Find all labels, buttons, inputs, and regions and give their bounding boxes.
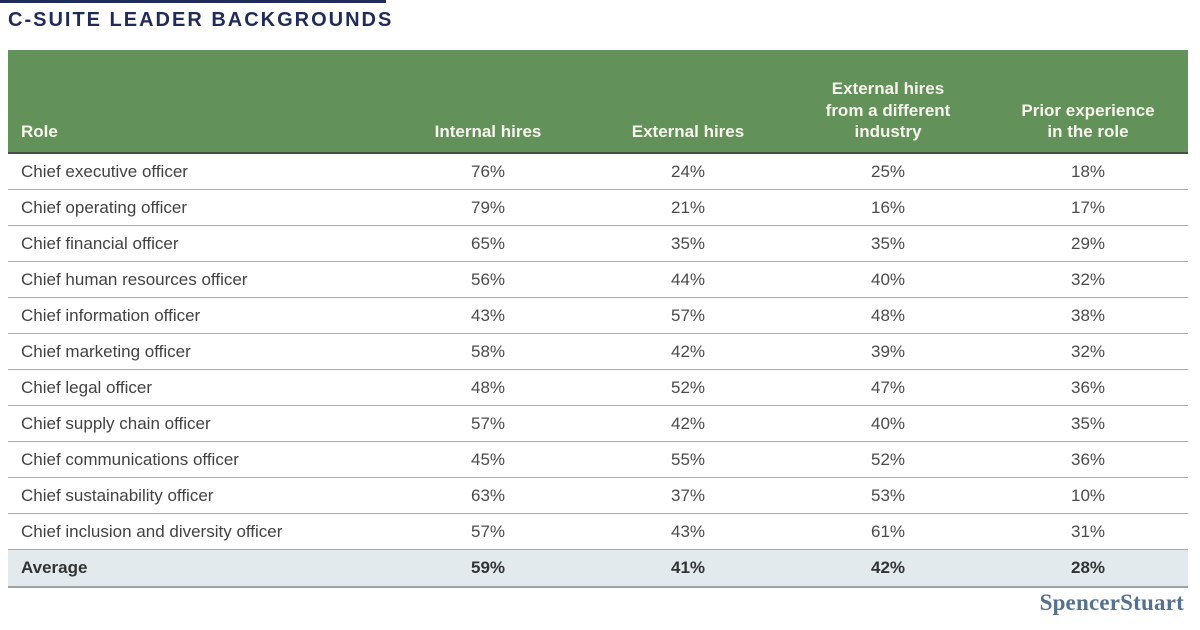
value-cell: 24% xyxy=(588,153,788,190)
value-cell: 42% xyxy=(588,333,788,370)
value-cell: 16% xyxy=(788,189,988,226)
value-cell: 56% xyxy=(388,261,588,298)
value-cell: 17% xyxy=(988,189,1188,226)
value-cell: 32% xyxy=(988,261,1188,298)
table-row: Chief supply chain officer 57% 42% 40% 35% xyxy=(8,405,1188,442)
table-row: Chief financial officer 65% 35% 35% 29% xyxy=(8,225,1188,262)
value-cell: 21% xyxy=(588,189,788,226)
value-cell: 31% xyxy=(988,513,1188,550)
column-header-internal-hires: Internal hires xyxy=(388,50,588,154)
value-cell: 58% xyxy=(388,333,588,370)
role-cell: Chief executive officer xyxy=(8,153,388,190)
column-header-role: Role xyxy=(8,50,388,154)
table-row: Chief operating officer 79% 21% 16% 17% xyxy=(8,189,1188,226)
table-row: Chief executive officer 76% 24% 25% 18% xyxy=(8,153,1188,190)
value-cell: 37% xyxy=(588,477,788,514)
value-cell: 29% xyxy=(988,225,1188,262)
value-cell: 79% xyxy=(388,189,588,226)
role-cell: Chief financial officer xyxy=(8,225,388,262)
role-cell: Chief legal officer xyxy=(8,369,388,406)
value-cell: 35% xyxy=(788,225,988,262)
value-cell: 10% xyxy=(988,477,1188,514)
column-header-label: Internal hires xyxy=(434,121,542,141)
table-row: Chief communications officer 45% 55% 52% 36% xyxy=(8,441,1188,478)
role-cell: Chief inclusion and diversity officer xyxy=(8,513,388,550)
average-label: Average xyxy=(8,549,388,588)
value-cell: 40% xyxy=(788,405,988,442)
value-cell: 52% xyxy=(788,441,988,478)
value-cell: 40% xyxy=(788,261,988,298)
table-header-row: Role Internal hires External hires External… xyxy=(8,50,1188,154)
table-row: Chief inclusion and diversity officer 57%… xyxy=(8,513,1188,550)
column-header-prior-experience-in-the-role: Prior experience in the role xyxy=(988,50,1188,154)
value-cell: 47% xyxy=(788,369,988,406)
value-cell: 61% xyxy=(788,513,988,550)
value-cell: 41% xyxy=(588,549,788,588)
value-cell: 48% xyxy=(388,369,588,406)
value-cell: 32% xyxy=(988,333,1188,370)
page-title: C-SUITE LEADER BACKGROUNDS xyxy=(8,9,394,31)
value-cell: 42% xyxy=(788,549,988,588)
value-cell: 57% xyxy=(588,297,788,334)
value-cell: 76% xyxy=(388,153,588,190)
value-cell: 25% xyxy=(788,153,988,190)
column-header-label: Role xyxy=(21,121,58,141)
column-header-external-hires: External hires xyxy=(588,50,788,154)
column-header-label: External hires xyxy=(631,121,745,141)
value-cell: 35% xyxy=(588,225,788,262)
value-cell: 36% xyxy=(988,369,1188,406)
table-row: Chief sustainability officer 63% 37% 53% 10% xyxy=(8,477,1188,514)
value-cell: 44% xyxy=(588,261,788,298)
column-header-label: Prior experience in the role xyxy=(1021,100,1155,141)
table-header: Role Internal hires External hires External… xyxy=(8,50,1188,154)
value-cell: 57% xyxy=(388,405,588,442)
role-cell: Chief human resources officer xyxy=(8,261,388,298)
value-cell: 55% xyxy=(588,441,788,478)
value-cell: 35% xyxy=(988,405,1188,442)
role-cell: Chief supply chain officer xyxy=(8,405,388,442)
average-row: Average 59% 41% 42% 28% xyxy=(8,549,1188,588)
value-cell: 38% xyxy=(988,297,1188,334)
value-cell: 59% xyxy=(388,549,588,588)
value-cell: 48% xyxy=(788,297,988,334)
value-cell: 53% xyxy=(788,477,988,514)
column-header-label: External hires from a different industry xyxy=(825,79,951,141)
value-cell: 63% xyxy=(388,477,588,514)
c-suite-backgrounds-table: Role Internal hires External hires External… xyxy=(8,50,1188,588)
table-body: Chief executive officer 76% 24% 25% 18% Chief… xyxy=(8,153,1188,588)
value-cell: 43% xyxy=(388,297,588,334)
value-cell: 36% xyxy=(988,441,1188,478)
value-cell: 28% xyxy=(988,549,1188,588)
role-cell: Chief communications officer xyxy=(8,441,388,478)
value-cell: 42% xyxy=(588,405,788,442)
table-row: Chief human resources officer 56% 44% 40% 32… xyxy=(8,261,1188,298)
spencer-stuart-logo: SpencerStuart xyxy=(1039,590,1184,615)
value-cell: 65% xyxy=(388,225,588,262)
cropped-element-line xyxy=(0,0,386,3)
role-cell: Chief information officer xyxy=(8,297,388,334)
value-cell: 18% xyxy=(988,153,1188,190)
value-cell: 52% xyxy=(588,369,788,406)
role-cell: Chief marketing officer xyxy=(8,333,388,370)
table-row: Chief information officer 43% 57% 48% 38% xyxy=(8,297,1188,334)
value-cell: 57% xyxy=(388,513,588,550)
role-cell: Chief sustainability officer xyxy=(8,477,388,514)
value-cell: 39% xyxy=(788,333,988,370)
table-row: Chief marketing officer 58% 42% 39% 32% xyxy=(8,333,1188,370)
value-cell: 45% xyxy=(388,441,588,478)
column-header-external-hires-from-a-different-industry: External hires from a different industry xyxy=(788,50,988,154)
table-row: Chief legal officer 48% 52% 47% 36% xyxy=(8,369,1188,406)
role-cell: Chief operating officer xyxy=(8,189,388,226)
value-cell: 43% xyxy=(588,513,788,550)
